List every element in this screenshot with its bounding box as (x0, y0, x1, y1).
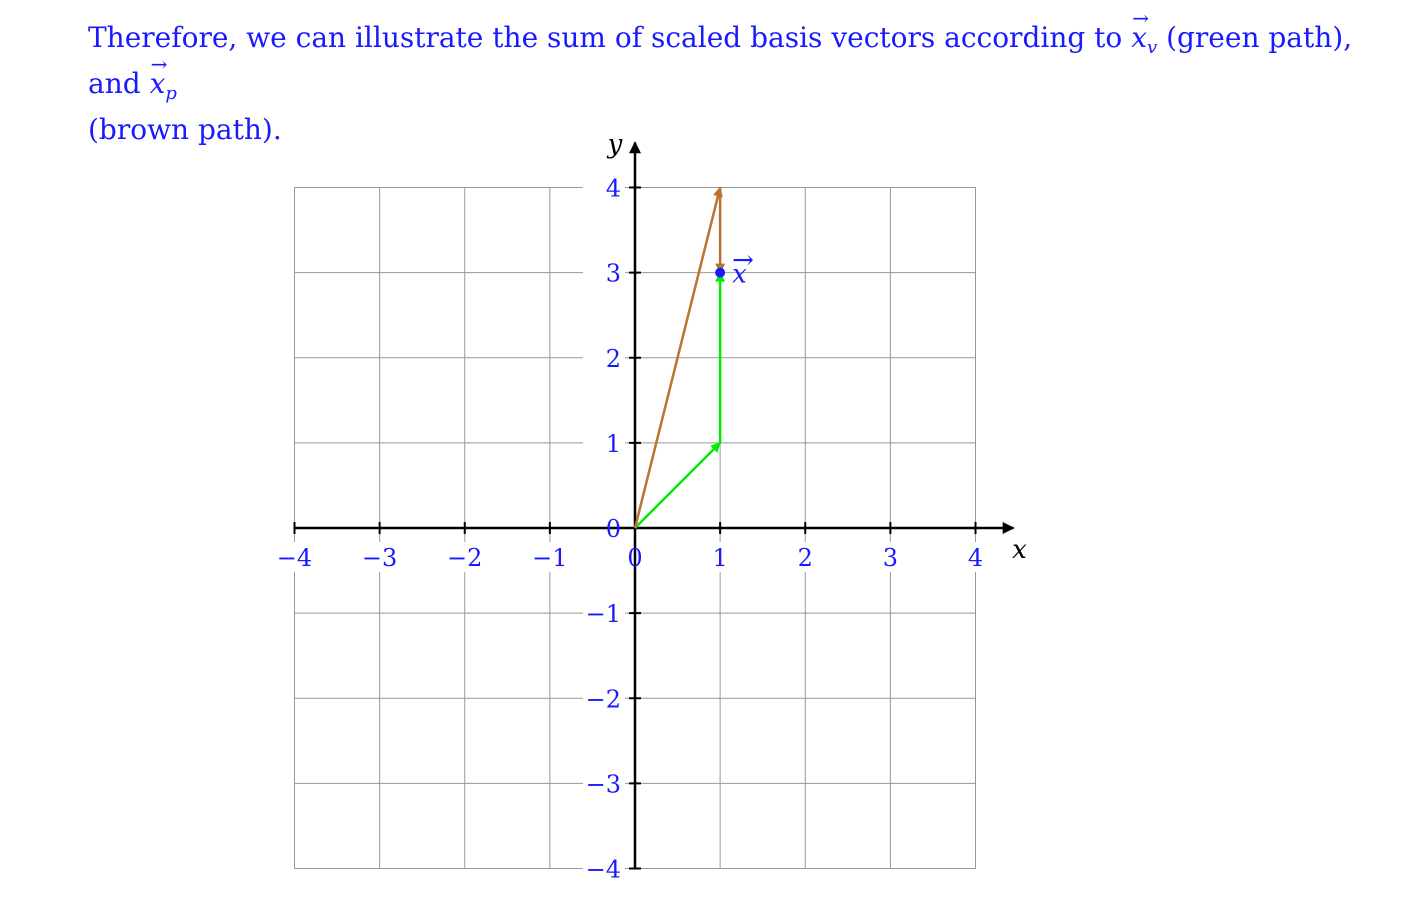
vector-letter: x (1131, 21, 1147, 54)
x-tick-label: 3 (883, 544, 898, 572)
y-tick-label: −1 (586, 600, 621, 628)
vector-arrow-icon: → (1132, 6, 1149, 30)
y-tick-label: 4 (606, 175, 621, 203)
y-tick-label-bg (583, 428, 625, 457)
x-tick-label-bg (868, 542, 913, 572)
x-v-vector-symbol: → xv (1131, 6, 1158, 66)
subscript-p: p (165, 83, 177, 104)
x-tick-label: −1 (532, 544, 567, 572)
x-tick-label: 0 (627, 544, 642, 572)
point-x (715, 267, 726, 278)
point-x-arrow-icon: → (732, 246, 754, 276)
y-tick-label: 0 (606, 515, 621, 543)
y-tick-label-bg (583, 684, 625, 713)
x-tick-label: −3 (362, 544, 397, 572)
y-tick-label-bg (583, 599, 625, 628)
x-tick-label-bg (357, 542, 402, 572)
y-tick-label: −2 (586, 685, 621, 713)
explanation-paragraph: Therefore, we can illustrate the sum of … (88, 6, 1388, 148)
point-x-label: x (732, 260, 747, 290)
y-tick-label: 2 (606, 345, 621, 373)
vector-letter: x (149, 67, 166, 100)
x-tick-label: −2 (447, 544, 482, 572)
y-tick-label-bg (583, 343, 625, 372)
y-tick-label-bg (583, 769, 625, 798)
vector-segment (633, 186, 723, 529)
x-p-vector-symbol: → xp (149, 52, 177, 112)
x-axis-label: x (1012, 535, 1027, 565)
y-tick-label: 3 (606, 260, 621, 288)
vector-arrow-icon: → (150, 52, 168, 76)
y-tick-label: −3 (586, 770, 621, 798)
y-tick-label: 1 (606, 430, 621, 458)
paragraph-text-end: (brown path). (88, 113, 282, 146)
x-tick-label: 4 (968, 544, 983, 572)
subscript-v: v (1147, 37, 1158, 58)
x-tick-label: 2 (798, 544, 813, 572)
x-tick-label-bg (783, 542, 828, 572)
y-tick-label: −4 (586, 856, 621, 884)
y-tick-label-bg (583, 258, 625, 287)
paragraph-text-green: (green path), and (88, 21, 1353, 100)
x-tick-label: −4 (277, 544, 312, 572)
vector-segment (634, 441, 722, 529)
x-tick-label-bg (272, 542, 317, 572)
paragraph-text-start: Therefore, we can illustrate the sum of … (88, 21, 1132, 54)
y-tick-label-bg (583, 173, 625, 202)
x-tick-label-bg (527, 542, 572, 572)
y-tick-label-bg (583, 854, 625, 883)
x-tick-label-bg (698, 542, 743, 572)
y-axis-label: y (607, 130, 623, 160)
x-tick-label-bg (953, 542, 998, 572)
x-tick-label-bg (442, 542, 487, 572)
x-tick-label: 1 (712, 544, 727, 572)
